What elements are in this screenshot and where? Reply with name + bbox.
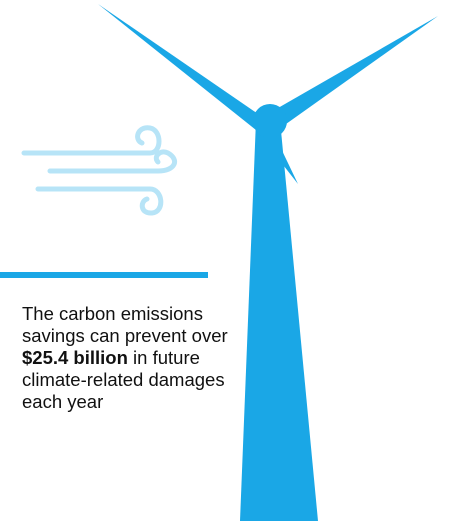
divider-bar: [0, 272, 208, 278]
wind-turbine-icon: [98, 4, 438, 521]
turbine-blade-upper-right: [278, 16, 438, 124]
turbine-tower: [240, 120, 318, 521]
wind-line-top: [21, 125, 162, 156]
turbine-blade-lower: [262, 138, 298, 184]
turbine-blade-upper-left: [98, 4, 264, 130]
statement-text-after: in future climate-related damages each y…: [22, 347, 225, 412]
statement-text-before: The carbon emissions savings can prevent…: [22, 303, 228, 346]
wind-line-middle: [47, 149, 178, 174]
wind-line-bottom: [35, 186, 164, 216]
wind-gust-icon: [21, 125, 178, 216]
statement-highlight: $25.4 billion: [22, 347, 128, 368]
turbine-hub: [253, 104, 287, 138]
savings-statement: The carbon emissions savings can prevent…: [22, 303, 237, 413]
